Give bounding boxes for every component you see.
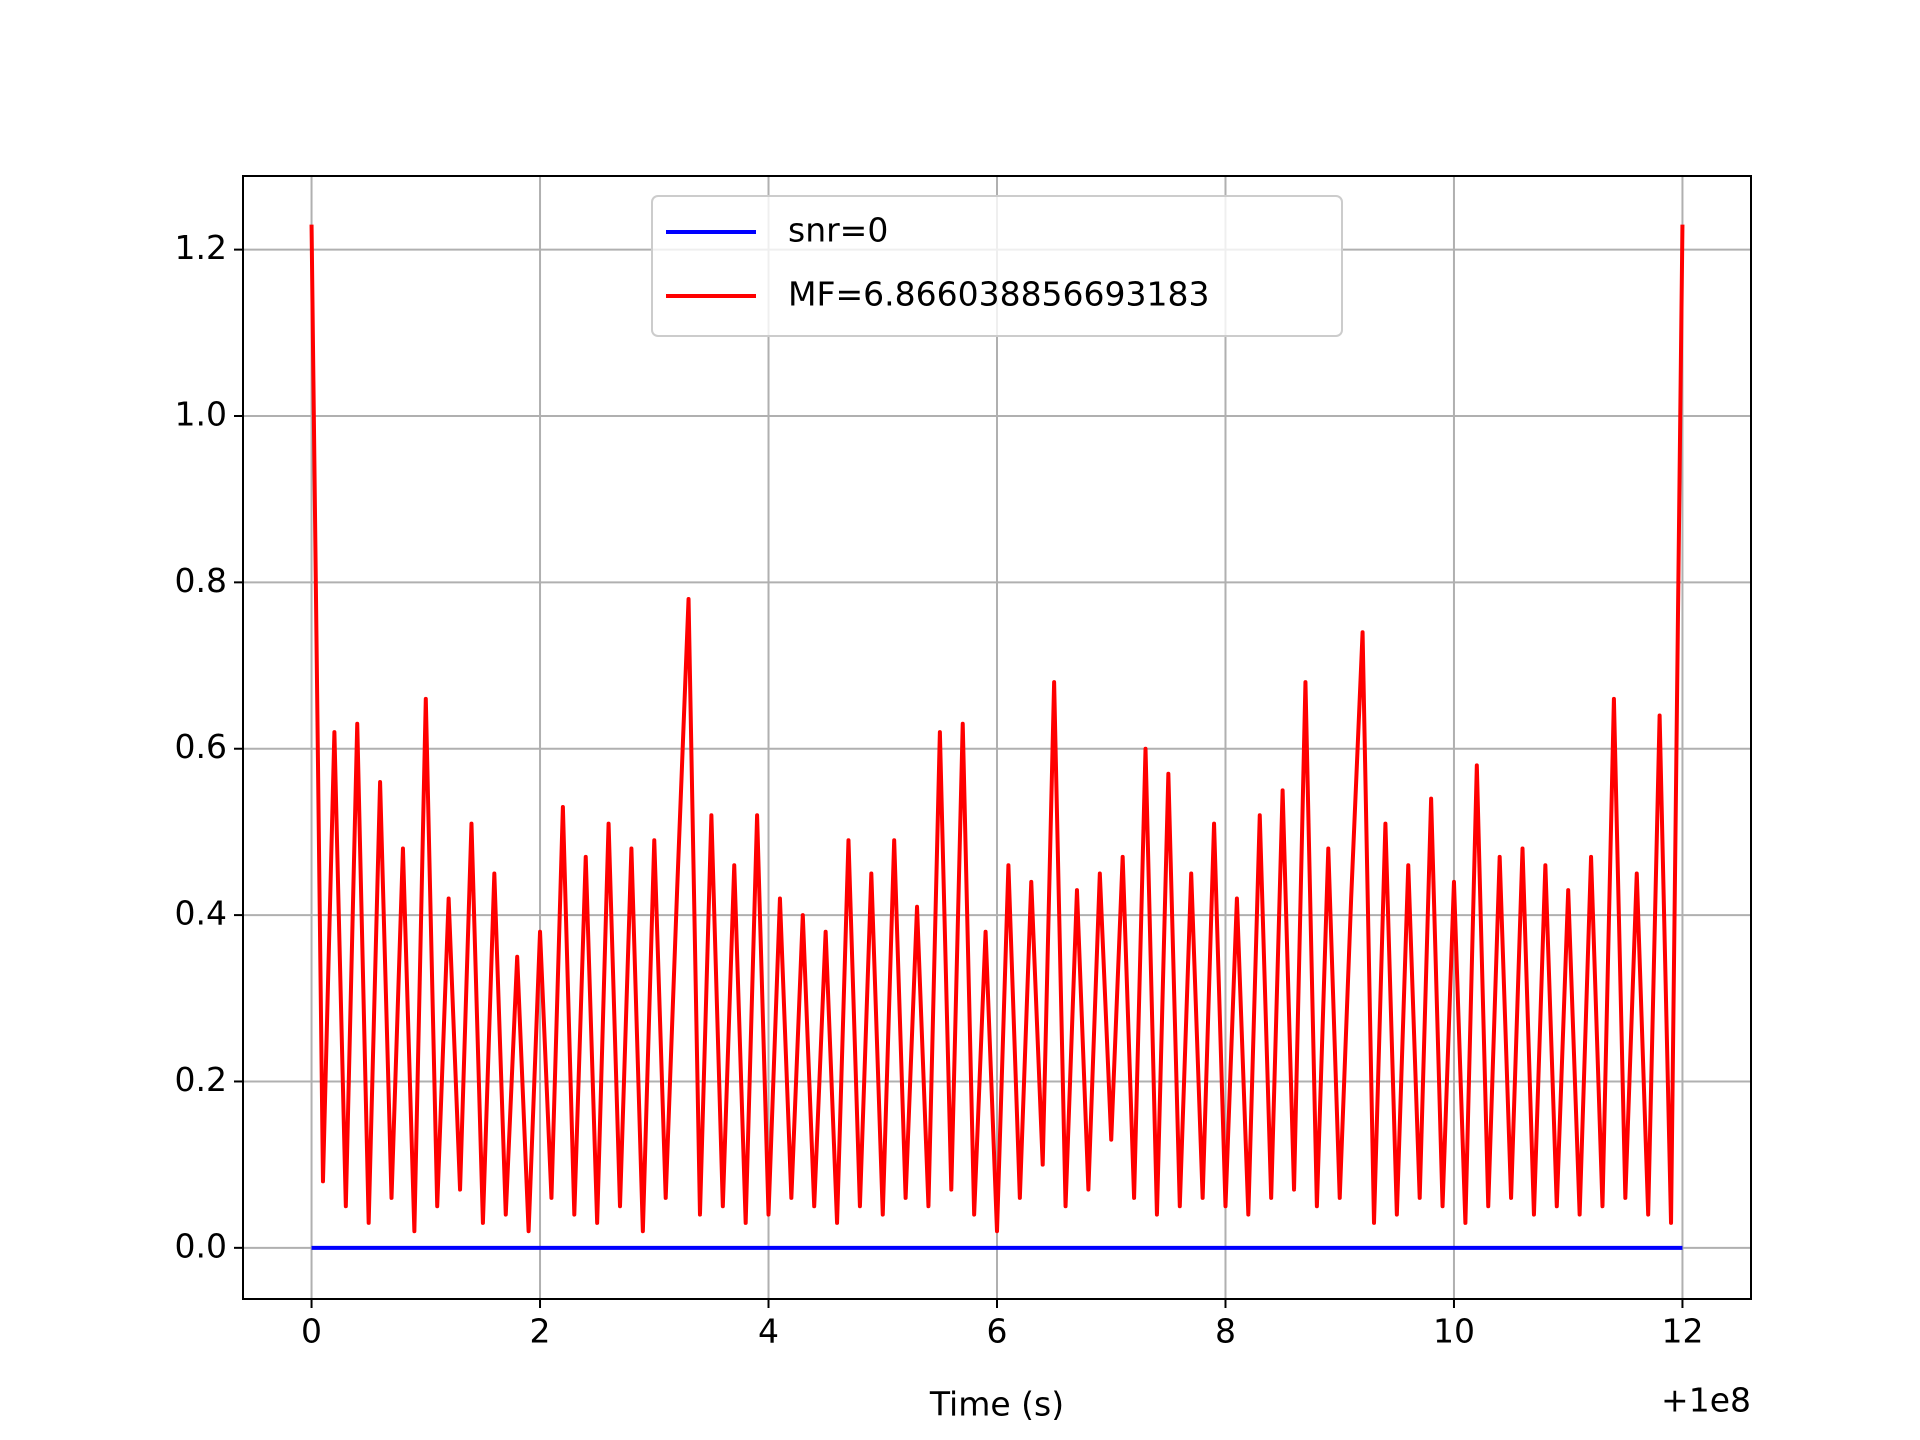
- plot-frame: [242, 175, 1752, 1300]
- x-axis-label: Time (s): [929, 1385, 1064, 1424]
- y-tick-label: 1.0: [175, 394, 227, 433]
- y-tick-label: 0.4: [175, 894, 227, 933]
- x-tick-label: 12: [1661, 1312, 1703, 1351]
- x-tick-label: 6: [987, 1312, 1008, 1351]
- x-offset-label: +1e8: [1661, 1381, 1751, 1420]
- y-tick-label: 0.8: [175, 561, 227, 600]
- legend: snr=0 MF=6.866038856693183: [651, 195, 1343, 337]
- x-tick-label: 8: [1215, 1312, 1236, 1351]
- data-line: [309, 224, 1685, 1234]
- y-tick-label: 0.2: [175, 1060, 227, 1099]
- y-tick-label: 0.0: [175, 1226, 227, 1265]
- x-tick-label: 10: [1433, 1312, 1475, 1351]
- legend-box: [651, 195, 1343, 337]
- legend-label: snr=0: [788, 211, 888, 250]
- x-tick-label: 4: [758, 1312, 779, 1351]
- y-tick-label: 1.2: [175, 228, 227, 267]
- x-tick-label: 0: [301, 1312, 322, 1351]
- x-tick-label: 2: [530, 1312, 551, 1351]
- y-tick-label: 0.6: [175, 727, 227, 766]
- legend-label: MF=6.866038856693183: [788, 275, 1210, 314]
